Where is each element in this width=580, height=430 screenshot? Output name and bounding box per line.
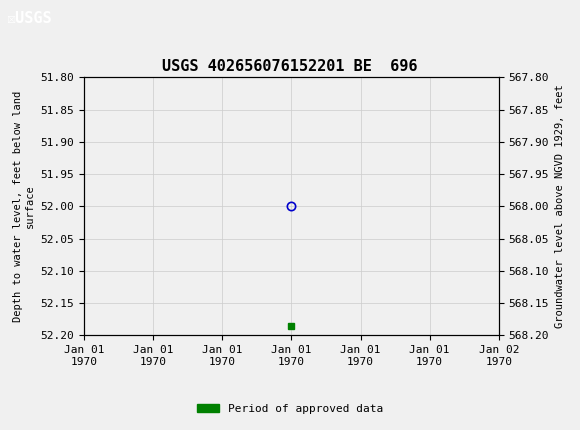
Legend: Period of approved data: Period of approved data xyxy=(193,399,387,418)
Y-axis label: Depth to water level, feet below land
surface: Depth to water level, feet below land su… xyxy=(13,91,35,322)
Text: ☒USGS: ☒USGS xyxy=(6,11,52,26)
Y-axis label: Groundwater level above NGVD 1929, feet: Groundwater level above NGVD 1929, feet xyxy=(554,85,564,328)
Text: USGS 402656076152201 BE  696: USGS 402656076152201 BE 696 xyxy=(162,59,418,74)
